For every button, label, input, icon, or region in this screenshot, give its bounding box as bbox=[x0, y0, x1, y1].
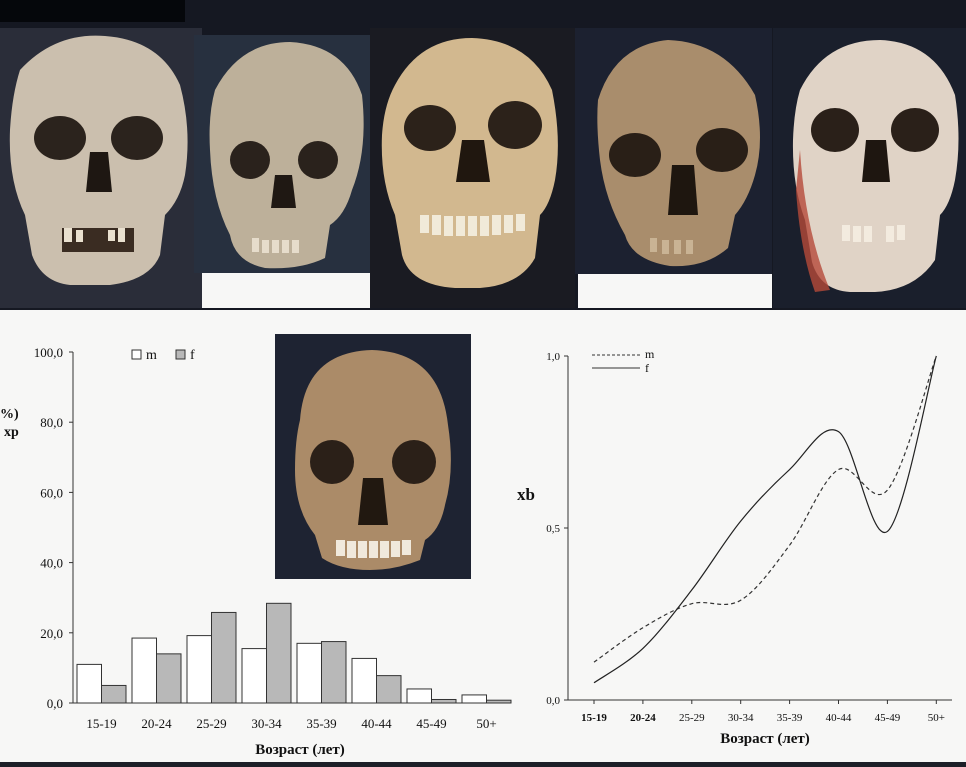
bar-m-40-44 bbox=[351, 657, 377, 704]
bar-f-30-34 bbox=[266, 602, 292, 704]
bar-m-45-49 bbox=[406, 688, 432, 704]
skull-photo-3 bbox=[370, 28, 575, 308]
bar-f-35-39 bbox=[321, 641, 347, 704]
skull-photo-strip bbox=[0, 0, 966, 310]
bar-f-50+ bbox=[486, 699, 512, 704]
bar-ytick-label: 60,0 bbox=[40, 485, 63, 500]
legend-label-m: m bbox=[146, 348, 157, 363]
legend-label-line-m: m bbox=[645, 347, 655, 361]
bar-ytick-label: 100,0 bbox=[34, 345, 63, 360]
bar-xtick-label: 45-49 bbox=[416, 716, 446, 731]
line-xtick-label: 40-44 bbox=[826, 712, 852, 724]
legend-swatch-f bbox=[175, 349, 186, 360]
bar-ytick-label: 40,0 bbox=[40, 556, 63, 571]
legend-label-line-f: f bbox=[645, 361, 649, 375]
age-distribution-bar-chart: 0,0 20,0 40,0 60,0 80,0 100,0 15-19 20-24 25-29… bbox=[0, 345, 512, 758]
line-xtick-label: 25-29 bbox=[679, 712, 705, 724]
line-xtick-label: 35-39 bbox=[777, 712, 803, 724]
bar-f-25-29 bbox=[211, 611, 237, 704]
bar-xtick-label: 40-44 bbox=[361, 716, 392, 731]
bar-m-20-24 bbox=[131, 637, 157, 704]
bar-xtick-label: 30-34 bbox=[251, 716, 282, 731]
skull-photo-1 bbox=[0, 28, 202, 308]
bar-xtick-label: 50+ bbox=[476, 716, 496, 731]
bar-m-30-34 bbox=[241, 648, 267, 704]
bar-m-50+ bbox=[461, 694, 487, 704]
skull-photo-4 bbox=[575, 28, 772, 274]
bar-xtick-label: 20-24 bbox=[141, 716, 172, 731]
bar-m-25-29 bbox=[186, 635, 212, 704]
bar-ytick-label: 80,0 bbox=[40, 415, 63, 430]
line-series-m bbox=[593, 355, 937, 663]
line-xtick-label: 45-49 bbox=[875, 712, 901, 724]
legend-label-f: f bbox=[190, 348, 195, 363]
bottom-strip bbox=[0, 762, 966, 767]
line-xtick-label: 50+ bbox=[928, 712, 945, 724]
bar-xlabel: Возраст (лет) bbox=[255, 742, 345, 758]
line-series-f bbox=[593, 355, 937, 684]
bar-ytick-label: 20,0 bbox=[40, 626, 63, 641]
bar-xtick-label: 15-19 bbox=[86, 716, 116, 731]
line-ytick-label: 0,0 bbox=[546, 695, 560, 707]
line-xtick-label: 15-19 bbox=[581, 712, 607, 724]
bar-f-15-19 bbox=[101, 684, 127, 704]
bar-f-45-49 bbox=[431, 698, 457, 704]
skull-photo-2 bbox=[194, 35, 372, 273]
charts-panel: 0,0 20,0 40,0 60,0 80,0 100,0 15-19 20-24 25-29… bbox=[0, 310, 966, 762]
bar-m-15-19 bbox=[76, 663, 102, 704]
line-ylabel: xb bbox=[517, 485, 535, 504]
skull-photo-center bbox=[275, 334, 471, 579]
probability-line-chart: 0,0 0,5 1,0 15-19 20-24 25-29 30-34 35-39 40-44… bbox=[517, 347, 952, 747]
bar-ytick-label: 0,0 bbox=[47, 696, 63, 711]
bar-f-40-44 bbox=[376, 675, 402, 704]
line-ytick-label: 1,0 bbox=[546, 351, 560, 363]
bar-ylabel-line2: xp bbox=[4, 425, 19, 440]
bar-xtick-label: 35-39 bbox=[306, 716, 336, 731]
line-xtick-label: 30-34 bbox=[728, 712, 754, 724]
legend-swatch-m bbox=[131, 349, 142, 360]
skull-photo-5 bbox=[773, 28, 966, 308]
bar-m-35-39 bbox=[296, 642, 322, 704]
bar-xtick-label: 25-29 bbox=[196, 716, 226, 731]
line-xlabel: Возраст (лет) bbox=[720, 731, 810, 747]
bar-ylabel-line1: %) bbox=[0, 407, 19, 422]
line-xtick-label: 20-24 bbox=[630, 712, 656, 724]
line-ytick-label: 0,5 bbox=[546, 523, 560, 535]
bar-f-20-24 bbox=[156, 653, 182, 704]
